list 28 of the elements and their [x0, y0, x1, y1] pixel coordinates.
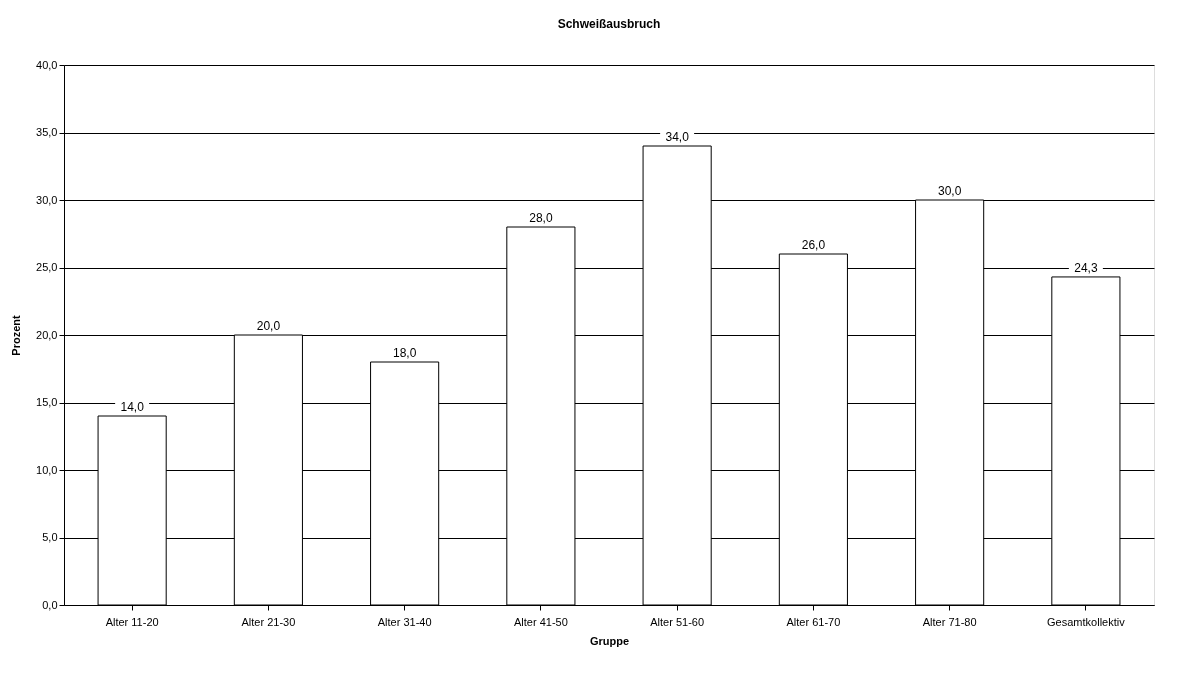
x-tick-label: Alter 31-40	[377, 615, 432, 628]
x-tick-label: Alter 71-80	[922, 615, 977, 628]
y-tick-label: 20,0	[36, 328, 58, 341]
y-tick-label: 30,0	[36, 193, 58, 206]
chart-title: Schweißausbruch	[557, 17, 661, 31]
data-label: 30,0	[937, 184, 962, 198]
x-tick-label: Alter 51-60	[650, 615, 705, 628]
y-axis-title: Prozent	[10, 315, 23, 356]
x-axis-title: Gruppe	[589, 634, 630, 647]
x-tick-label: Alter 41-50	[513, 615, 568, 628]
y-tick-label: 40,0	[36, 58, 58, 71]
y-tick-label: 35,0	[36, 126, 58, 138]
data-label: 24,3	[1074, 260, 1098, 275]
y-tick-label: 0,0	[42, 598, 58, 611]
y-tick-label: 5,0	[42, 531, 58, 543]
data-label: 14,0	[120, 400, 145, 414]
x-tick-label: Gesamtkollektiv	[1047, 615, 1126, 628]
x-tick-label: Alter 61-70	[786, 615, 841, 628]
data-label: 26,0	[801, 238, 826, 252]
x-tick-label: Alter 21-30	[241, 615, 296, 628]
x-tick-label: Alter 11-20	[105, 615, 159, 628]
data-label: 18,0	[392, 346, 417, 360]
data-label: 34,0	[665, 130, 690, 144]
data-label: 28,0	[529, 211, 553, 225]
y-tick-label: 25,0	[36, 261, 58, 273]
data-label: 20,0	[256, 319, 281, 333]
y-tick-label: 15,0	[36, 396, 58, 408]
y-tick-label: 10,0	[36, 463, 58, 476]
